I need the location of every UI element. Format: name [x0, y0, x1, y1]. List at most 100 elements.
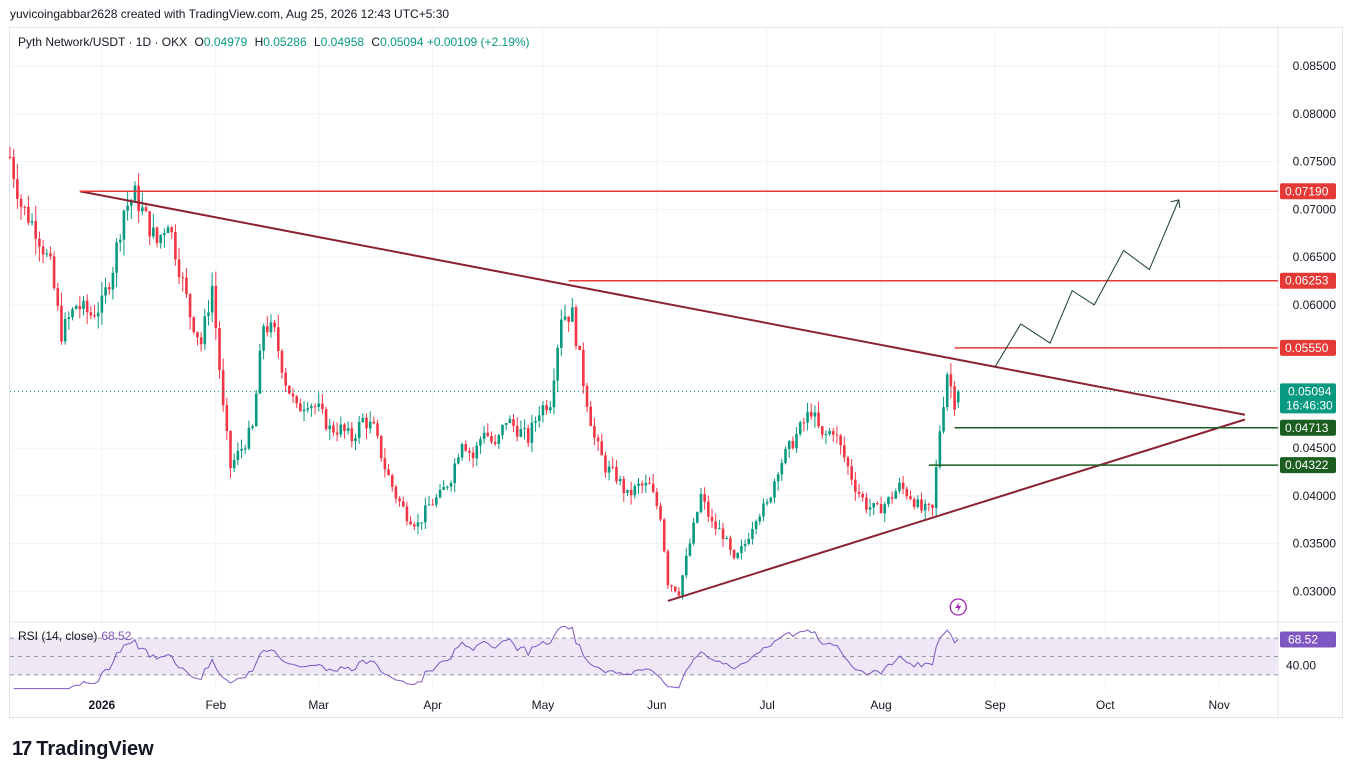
candle-body: [166, 227, 170, 234]
candle-body: [839, 435, 842, 446]
candle-body: [129, 200, 133, 206]
candle-body: [824, 434, 828, 436]
candle-body: [196, 332, 199, 338]
candle-body: [354, 438, 357, 442]
candle-body: [519, 429, 523, 437]
candle-body: [438, 489, 442, 498]
x-tick-label: Aug: [870, 698, 891, 712]
candle-body: [269, 322, 273, 333]
candle-body: [299, 403, 302, 412]
candle-body: [707, 501, 710, 517]
candle-body: [243, 448, 247, 450]
rsi-tick-label: 40.00: [1286, 659, 1316, 673]
last-price-label: 0.05094: [1288, 384, 1332, 398]
candle-body: [262, 326, 265, 351]
candle-body: [265, 326, 269, 333]
candle-body: [479, 439, 482, 446]
candle-body: [629, 489, 633, 496]
candle-body: [291, 393, 295, 397]
candle-body: [651, 483, 655, 493]
candle-body: [277, 327, 280, 351]
candle-body: [537, 415, 541, 421]
candle-body: [655, 492, 659, 506]
candle-body: [104, 287, 107, 296]
candle-body: [177, 259, 181, 278]
y-tick-label: 0.08000: [1293, 107, 1337, 121]
candle-body: [56, 288, 60, 306]
resistance-level-label: 0.05550: [1285, 341, 1329, 355]
candle-body: [12, 157, 15, 180]
candle-body: [247, 427, 251, 449]
candle-body: [916, 499, 920, 507]
candle-body: [725, 537, 728, 539]
candle-body: [740, 546, 743, 553]
close-value: 0.05094: [380, 35, 424, 49]
candle-body: [67, 317, 71, 319]
candle-body: [684, 555, 688, 576]
candle-body: [78, 305, 82, 310]
candle-body: [688, 543, 692, 556]
candle-body: [736, 552, 740, 559]
x-tick-label: 2026: [89, 698, 116, 712]
x-tick-label: Nov: [1209, 698, 1230, 712]
candle-body: [486, 432, 490, 437]
candle-body: [780, 462, 784, 475]
tradingview-logo-icon: 17: [12, 738, 32, 760]
candle-body: [504, 422, 508, 425]
candle-body: [879, 504, 883, 514]
candle-body: [115, 242, 118, 273]
candle-body: [324, 409, 328, 430]
candle-body: [938, 431, 942, 468]
candle-body: [435, 497, 438, 505]
candle-body: [163, 233, 166, 236]
lightning-glyph: [955, 602, 962, 612]
candle-body: [923, 503, 927, 511]
candle-body: [854, 479, 857, 492]
candle-body: [526, 428, 530, 443]
candle-body: [365, 417, 368, 429]
candle-body: [699, 494, 703, 513]
tradingview-brand[interactable]: 17 TradingView: [12, 738, 154, 761]
candle-body: [141, 207, 144, 212]
y-tick-label: 0.03000: [1293, 584, 1337, 598]
y-tick-label: 0.06000: [1293, 298, 1337, 312]
candle-body: [703, 494, 706, 502]
candle-body: [280, 350, 284, 373]
symbol-title: Pyth Network/USDT · 1D · OKX: [18, 35, 188, 49]
candle-body: [82, 300, 85, 310]
high-value: 0.05286: [263, 35, 307, 49]
candle-body: [361, 417, 365, 423]
candle-body: [831, 431, 835, 435]
bar-countdown-label: 16:46:30: [1286, 398, 1333, 412]
chart-attribution: yuvicoingabbar2628 created with TradingV…: [10, 7, 450, 21]
candle-body: [523, 428, 526, 430]
candle-body: [85, 300, 89, 313]
lightning-icon: [949, 598, 967, 616]
rsi-line: [13, 625, 959, 690]
candle-body: [122, 210, 126, 240]
candle-body: [571, 307, 574, 322]
candle-body: [751, 529, 754, 539]
candle-body: [152, 227, 155, 237]
candle-body: [232, 460, 236, 469]
x-tick-label: Jul: [759, 698, 774, 712]
candle-body: [468, 450, 471, 453]
candle-body: [490, 436, 493, 442]
candle-body: [313, 406, 317, 408]
candle-body: [695, 512, 699, 523]
candle-body: [332, 425, 335, 433]
candle-body: [898, 482, 901, 492]
candle-body: [714, 521, 717, 529]
resistance-level-tag: [1280, 339, 1336, 356]
candle-body: [159, 235, 162, 243]
candle-body: [868, 507, 872, 510]
x-tick-label: May: [532, 698, 555, 712]
candle-body: [133, 185, 137, 201]
candle-body: [512, 419, 515, 426]
y-tick-label: 0.07000: [1293, 202, 1337, 216]
candle-body: [953, 386, 956, 410]
candle-body: [464, 444, 468, 451]
candle-body: [659, 505, 662, 520]
candle-body: [883, 504, 887, 514]
